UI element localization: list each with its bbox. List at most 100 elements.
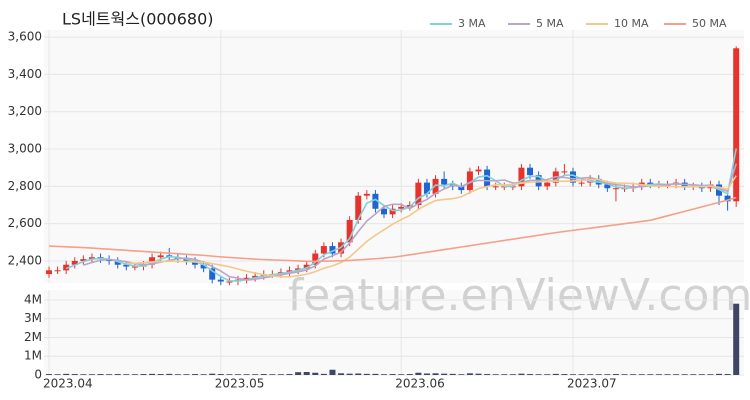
- volume-bar: [131, 374, 138, 375]
- candle-body: [252, 275, 259, 278]
- y-tick-label: 2,800: [8, 179, 42, 193]
- y-tick-label: 2,600: [8, 216, 42, 230]
- volume-bar: [381, 374, 388, 375]
- volume-tick-label: 4M: [24, 292, 42, 306]
- volume-bar: [295, 372, 302, 375]
- x-tick-label: 2023.07: [567, 377, 617, 391]
- volume-bar: [604, 374, 611, 375]
- price-panel: [44, 30, 744, 283]
- candle-body: [114, 260, 121, 265]
- legend-label: 50 MA: [692, 17, 727, 30]
- candle-body: [458, 186, 465, 191]
- y-tick-label: 3,600: [8, 30, 42, 44]
- candle-body: [286, 270, 293, 273]
- candle-body: [80, 259, 87, 261]
- candle-body: [71, 260, 78, 265]
- volume-bar: [63, 373, 70, 375]
- volume-bar: [458, 374, 465, 375]
- legend-label: 5 MA: [536, 17, 564, 30]
- candle-body: [346, 219, 353, 243]
- volume-bar: [518, 373, 525, 375]
- ma-line: [126, 175, 737, 278]
- volume-bar: [312, 372, 319, 375]
- candle-body: [647, 182, 654, 185]
- volume-bar: [363, 373, 370, 375]
- volume-bar: [234, 374, 241, 375]
- candle-body: [63, 264, 70, 271]
- volume-bar: [406, 374, 413, 375]
- candle-body: [157, 255, 164, 258]
- volume-tick-label: 3M: [24, 311, 42, 325]
- volume-bar: [71, 374, 78, 375]
- volume-bar: [46, 374, 52, 375]
- candle-body: [604, 184, 611, 189]
- volume-bar: [716, 373, 723, 375]
- volume-bar: [630, 374, 637, 375]
- volume-bar: [114, 374, 121, 375]
- volume-bar: [286, 374, 293, 375]
- candle-body: [312, 253, 319, 265]
- volume-bar: [338, 373, 345, 375]
- candle-body: [149, 257, 156, 265]
- candle-body: [724, 195, 731, 202]
- volume-bar: [398, 374, 405, 375]
- candle-body: [423, 182, 430, 194]
- volume-bar: [346, 373, 353, 375]
- volume-bar: [733, 303, 740, 375]
- volume-bar: [449, 373, 456, 375]
- volume-bar: [552, 373, 559, 375]
- volume-bar: [578, 374, 585, 375]
- volume-bar: [303, 371, 310, 375]
- volume-bar: [501, 374, 508, 375]
- volume-bar: [243, 374, 250, 375]
- candle-body: [561, 171, 568, 173]
- volume-bar: [535, 374, 542, 375]
- volume-bar: [621, 374, 628, 375]
- volume-bar: [441, 373, 448, 375]
- volume-bar: [149, 373, 156, 375]
- volume-bar: [97, 374, 104, 375]
- volume-tick-label: 2M: [24, 330, 42, 344]
- candle-body: [209, 268, 216, 280]
- volume-bar: [166, 373, 173, 375]
- candle-body: [226, 281, 233, 283]
- candle-body: [527, 167, 534, 176]
- volume-bar: [698, 374, 705, 375]
- volume-bar: [707, 374, 714, 375]
- volume-bar: [664, 374, 671, 375]
- volume-bar: [260, 374, 267, 375]
- candle-body: [295, 268, 302, 271]
- volume-bar: [612, 374, 619, 375]
- volume-bar: [638, 374, 645, 375]
- volume-bar: [587, 374, 594, 375]
- volume-bar: [647, 374, 654, 375]
- volume-bar: [252, 374, 259, 375]
- y-tick-label: 3,400: [8, 67, 42, 81]
- volume-bar: [389, 374, 396, 375]
- volume-bar: [157, 374, 164, 375]
- volume-bar: [174, 374, 181, 375]
- volume-bar: [681, 374, 688, 375]
- volume-bar: [475, 373, 482, 375]
- volume-bar: [372, 373, 379, 375]
- candle-body: [217, 279, 224, 282]
- volume-bar: [123, 374, 130, 375]
- volume-bar: [561, 374, 568, 375]
- volume-bar: [569, 374, 576, 375]
- x-tick-label: 2023.06: [395, 377, 445, 391]
- y-tick-label: 3,000: [8, 142, 42, 156]
- candle-body: [466, 171, 473, 191]
- candle-body: [612, 188, 619, 190]
- candle-body: [389, 208, 396, 215]
- volume-bar: [209, 373, 216, 375]
- volume-tick-label: 1M: [24, 349, 42, 363]
- volume-bar: [466, 373, 473, 375]
- candle-body: [518, 167, 525, 187]
- candle-body: [123, 264, 130, 267]
- volume-bar: [432, 373, 439, 375]
- ma-line: [48, 196, 737, 263]
- volume-bar: [595, 374, 602, 375]
- candle-body: [578, 182, 585, 184]
- candle-body: [54, 270, 61, 272]
